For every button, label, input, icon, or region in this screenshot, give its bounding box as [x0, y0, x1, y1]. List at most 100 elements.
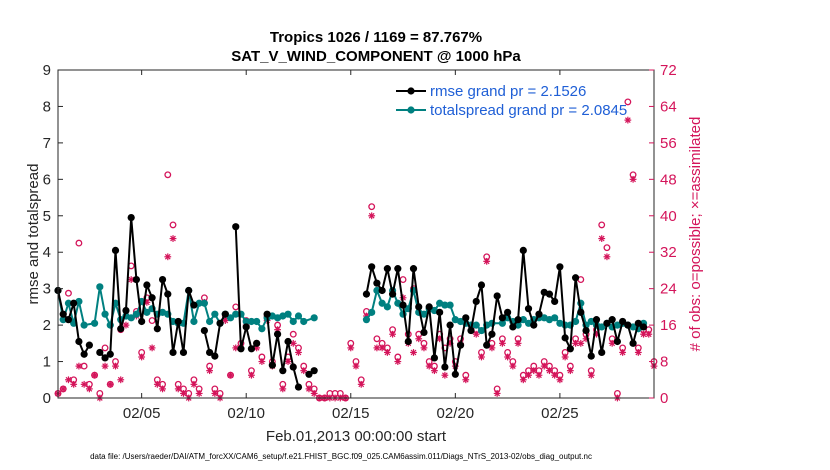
totalspread-point [373, 286, 381, 295]
y-axis-left: 0 1 2 3 4 5 6 7 8 9 [43, 62, 63, 407]
obs-assimilated-stroke [415, 335, 422, 342]
obs-assimilated-marker [180, 390, 187, 397]
obs-possible-marker [373, 335, 381, 343]
rmse-point [247, 345, 256, 353]
totalspread-point [472, 321, 480, 329]
rmse-point [284, 337, 292, 346]
totalspread-point [284, 310, 292, 318]
obs-assimilated-stroke [588, 372, 595, 379]
obs-assimilated-stroke [306, 386, 312, 392]
obs-assimilated-stroke [442, 372, 448, 379]
totalspread-point [441, 301, 449, 309]
rmse-point [96, 348, 104, 357]
obs-assimilated-marker [347, 344, 355, 352]
rmse-point [289, 363, 297, 371]
obs-assimilated-stroke [624, 117, 631, 123]
obs-possible-marker [368, 203, 376, 211]
rmse-point [629, 339, 637, 347]
rmse-point [294, 383, 303, 391]
rmse-point [378, 286, 386, 295]
obs-assimilated-stroke [389, 331, 396, 338]
totalspread-point [362, 316, 371, 324]
obs-assimilated-stroke [609, 340, 616, 347]
rmse-point [498, 314, 506, 322]
rmse-point [514, 316, 522, 324]
rmse-point [399, 301, 407, 309]
obs-assimilated-stroke [635, 349, 642, 356]
totalspread-point [80, 321, 88, 329]
rmse-point [436, 308, 444, 316]
rmse-point [237, 345, 245, 353]
obs-assimilated-marker [70, 380, 78, 388]
y-tick-label: 1 [43, 354, 51, 371]
totalspread-point [368, 308, 376, 316]
obs-assimilated-stroke [431, 367, 438, 374]
obs-assimilated-stroke [551, 372, 558, 379]
obs-assimilated-marker [75, 362, 83, 370]
obs-assimilated-marker [603, 253, 611, 261]
y-tick-label: 4 [43, 244, 51, 261]
plot-area [58, 70, 654, 398]
obs-assimilated-stroke [196, 390, 203, 397]
rmse-point [279, 367, 287, 375]
rmse-point [420, 328, 428, 336]
obs-assimilated-marker [85, 385, 93, 393]
obs-assimilated-stroke [295, 349, 302, 356]
rmse-point [75, 337, 83, 346]
obs-assimilated-marker [248, 371, 255, 379]
obs-assimilated-marker [525, 371, 532, 379]
rmse-point [111, 246, 120, 254]
obs-assimilated-stroke [394, 358, 401, 365]
obs-assimilated-stroke [227, 372, 234, 379]
obs-assimilated-stroke [211, 390, 218, 397]
obs-assimilated-stroke [279, 386, 286, 392]
rmse-point [639, 323, 648, 331]
obs-assimilated-marker [300, 367, 308, 375]
obs-assimilated-marker [587, 371, 595, 379]
obs-assimilated-marker [420, 344, 428, 352]
totalspread-point [59, 316, 67, 324]
obs-assimilated-stroke [504, 354, 511, 360]
obs-assimilated-stroke [112, 363, 119, 369]
rmse-point [216, 319, 224, 327]
totalspread-point [242, 317, 250, 326]
obs-assimilated-marker [169, 235, 177, 242]
obs-assimilated-stroke [515, 340, 521, 347]
obs-assimilated-marker [535, 371, 543, 379]
totalspread-point [519, 316, 527, 324]
legend-rmse-label: rmse grand pr = 2.1526 [430, 83, 586, 100]
obs-possible-marker [598, 221, 606, 229]
rmse-point [200, 326, 208, 335]
obs-assimilated-marker [190, 380, 198, 388]
rmse-point [148, 294, 156, 302]
legend-spread-marker [407, 106, 415, 114]
obs-assimilated-marker [389, 330, 396, 338]
obs-possible-marker [65, 289, 72, 297]
obs-assimilated-stroke [426, 363, 433, 369]
obs-assimilated-stroke [65, 376, 72, 383]
obs-assimilated-stroke [311, 390, 318, 397]
obs-possible-marker [169, 221, 177, 229]
obs-assimilated-marker [378, 344, 386, 352]
obs-assimilated-stroke [384, 349, 391, 356]
totalspread-point [211, 310, 219, 318]
rmse-point [430, 354, 439, 362]
totalspread-point [446, 301, 454, 309]
obs-assimilated-marker [59, 385, 67, 393]
rmse-point [535, 310, 543, 318]
obs-assimilated-marker [478, 353, 485, 361]
totalspread-point [310, 314, 318, 322]
obs-assimilated-stroke [483, 258, 490, 265]
rmse-point [467, 326, 475, 335]
rmse-point [493, 292, 501, 300]
obs-assimilated-stroke [285, 358, 291, 365]
rmse-point [85, 341, 93, 349]
rmse-point [634, 319, 642, 327]
totalspread-point [383, 303, 391, 311]
rmse-point [587, 352, 595, 360]
rmse-point [551, 297, 559, 306]
obs-assimilated-marker [310, 390, 318, 397]
totalspread-point [247, 317, 256, 326]
obs-possible-marker [101, 344, 109, 352]
obs-possible-marker [148, 317, 156, 325]
